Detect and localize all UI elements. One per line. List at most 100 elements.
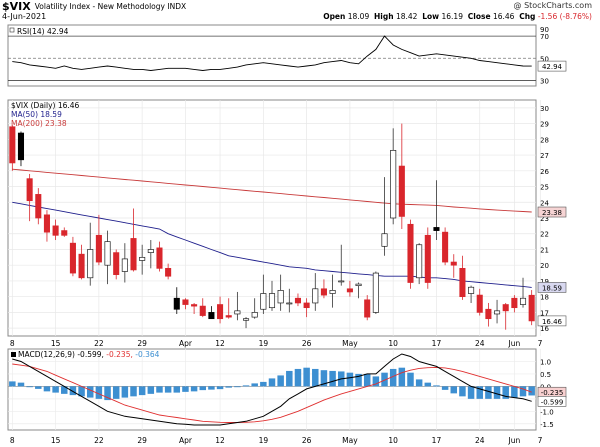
x-tick-label-bottom: 22 bbox=[94, 436, 104, 445]
candle-body bbox=[320, 288, 327, 296]
macd-histogram-bar bbox=[164, 386, 172, 393]
x-tick-label-mid: 10 bbox=[388, 339, 398, 348]
x-tick-label-mid: May bbox=[342, 339, 358, 348]
rsi-y-tick: 90 bbox=[540, 26, 549, 34]
x-tick-label-mid: 15 bbox=[51, 339, 61, 348]
candle-body bbox=[251, 312, 258, 318]
candle-body bbox=[208, 312, 215, 320]
price-y-tick: 17 bbox=[540, 309, 549, 317]
price-y-tick: 18 bbox=[540, 294, 549, 302]
candle-body bbox=[494, 310, 501, 315]
candle-body bbox=[61, 230, 68, 236]
candle-body bbox=[338, 280, 345, 283]
candle-body bbox=[87, 249, 94, 279]
candle-body bbox=[442, 231, 449, 263]
macd-histogram-bar bbox=[441, 386, 449, 390]
macd-histogram-bar bbox=[329, 370, 336, 387]
candle-body bbox=[294, 297, 302, 304]
candle-body bbox=[242, 318, 250, 321]
price-y-tick: 24 bbox=[540, 199, 549, 207]
chart-date: 4-Jun-2021 bbox=[2, 12, 47, 21]
macd-histogram-bar bbox=[199, 386, 206, 391]
macd-histogram-bar bbox=[381, 372, 388, 387]
candle-body bbox=[182, 299, 189, 305]
x-tick-label-mid: Apr bbox=[179, 339, 193, 348]
price-y-tick: 21 bbox=[540, 246, 549, 254]
candle-body bbox=[277, 290, 284, 304]
macd-histogram-bar bbox=[234, 386, 241, 388]
last-price-badge: 16.46 bbox=[542, 318, 563, 326]
macd-histogram-bar bbox=[372, 376, 380, 387]
rsi-last-value: 42.94 bbox=[542, 63, 563, 71]
candle-body bbox=[17, 132, 25, 161]
macd-histogram-bar bbox=[26, 386, 33, 388]
candle-body bbox=[416, 244, 423, 279]
x-tick-label-mid: 22 bbox=[94, 339, 104, 348]
x-tick-label-bottom: 19 bbox=[259, 436, 269, 445]
macd-histogram-bar bbox=[459, 386, 466, 397]
macd-y-tick: 0.5 bbox=[540, 371, 551, 379]
macd-histogram-bar bbox=[303, 367, 310, 387]
candle-body bbox=[424, 234, 431, 283]
macd-histogram-bar bbox=[355, 373, 362, 387]
price-y-tick: 29 bbox=[540, 121, 549, 129]
macd-histogram-bar bbox=[86, 386, 94, 398]
candle-body bbox=[121, 258, 128, 272]
macd-histogram-bar bbox=[95, 386, 103, 399]
candle-body bbox=[485, 308, 492, 320]
signal-badge: -0.235 bbox=[541, 389, 564, 397]
candle-body bbox=[468, 286, 475, 294]
candle-body bbox=[286, 302, 293, 305]
macd-histogram-bar bbox=[433, 385, 440, 387]
x-tick-label-mid: 26 bbox=[302, 339, 312, 348]
candle-body bbox=[78, 253, 85, 279]
chart-title: $VIX Volatility Index - New Methodology I… bbox=[2, 0, 186, 13]
x-tick-label-bottom: 26 bbox=[302, 436, 312, 445]
candle-body bbox=[139, 256, 146, 261]
panel-frame bbox=[7, 24, 537, 87]
candle-body bbox=[104, 241, 111, 266]
macd-histogram-bar bbox=[467, 386, 475, 399]
candle-body bbox=[528, 294, 535, 322]
candle-body bbox=[511, 297, 518, 309]
macd-histogram-bar bbox=[182, 386, 189, 392]
price-legend: $VIX (Daily) 16.46 bbox=[11, 101, 80, 110]
macd-histogram-bar bbox=[407, 372, 414, 387]
macd-histogram-bar bbox=[9, 381, 16, 387]
price-y-tick: 25 bbox=[540, 184, 549, 192]
ma200-line bbox=[12, 168, 532, 213]
candle-body bbox=[329, 290, 336, 294]
candle-body bbox=[268, 293, 276, 309]
macd-histogram-bar bbox=[61, 386, 68, 394]
macd-histogram-bar bbox=[485, 386, 492, 399]
macd-histogram-bar bbox=[277, 375, 284, 387]
macd-histogram-bar bbox=[519, 386, 527, 397]
macd-histogram-bar bbox=[389, 368, 397, 387]
x-tick-label-bottom: Apr bbox=[179, 436, 193, 445]
candle-body bbox=[476, 294, 483, 313]
candle-body bbox=[459, 267, 466, 298]
candle-body bbox=[372, 272, 379, 313]
macd-histogram-bar bbox=[320, 370, 328, 387]
macd-histogram-bar bbox=[52, 386, 59, 393]
macd-histogram-bar bbox=[104, 386, 111, 401]
macd-histogram-bar bbox=[242, 385, 250, 387]
price-y-tick: 16 bbox=[540, 325, 549, 333]
candle-body bbox=[312, 288, 319, 304]
ma200-badge-box bbox=[537, 206, 567, 218]
candle-body bbox=[113, 252, 120, 275]
price-y-tick: 20 bbox=[540, 262, 549, 270]
candle-body bbox=[199, 305, 206, 316]
price-y-tick: 26 bbox=[540, 168, 549, 176]
macd-histogram-bar bbox=[69, 386, 77, 396]
price-y-tick: 28 bbox=[540, 136, 549, 144]
candle-body bbox=[234, 310, 241, 315]
x-tick-label-bottom: 29 bbox=[137, 436, 147, 445]
quote-summary: Open 18.09 High 18.42 Low 16.19 Close 16… bbox=[323, 12, 592, 21]
x-tick-label-bottom: 15 bbox=[51, 436, 61, 445]
macd-histogram-bar bbox=[225, 386, 232, 388]
macd-histogram-bar bbox=[312, 368, 319, 387]
x-tick-label-bottom: 12 bbox=[215, 436, 225, 445]
candle-body bbox=[217, 304, 224, 320]
macd-histogram-bar bbox=[17, 382, 25, 387]
